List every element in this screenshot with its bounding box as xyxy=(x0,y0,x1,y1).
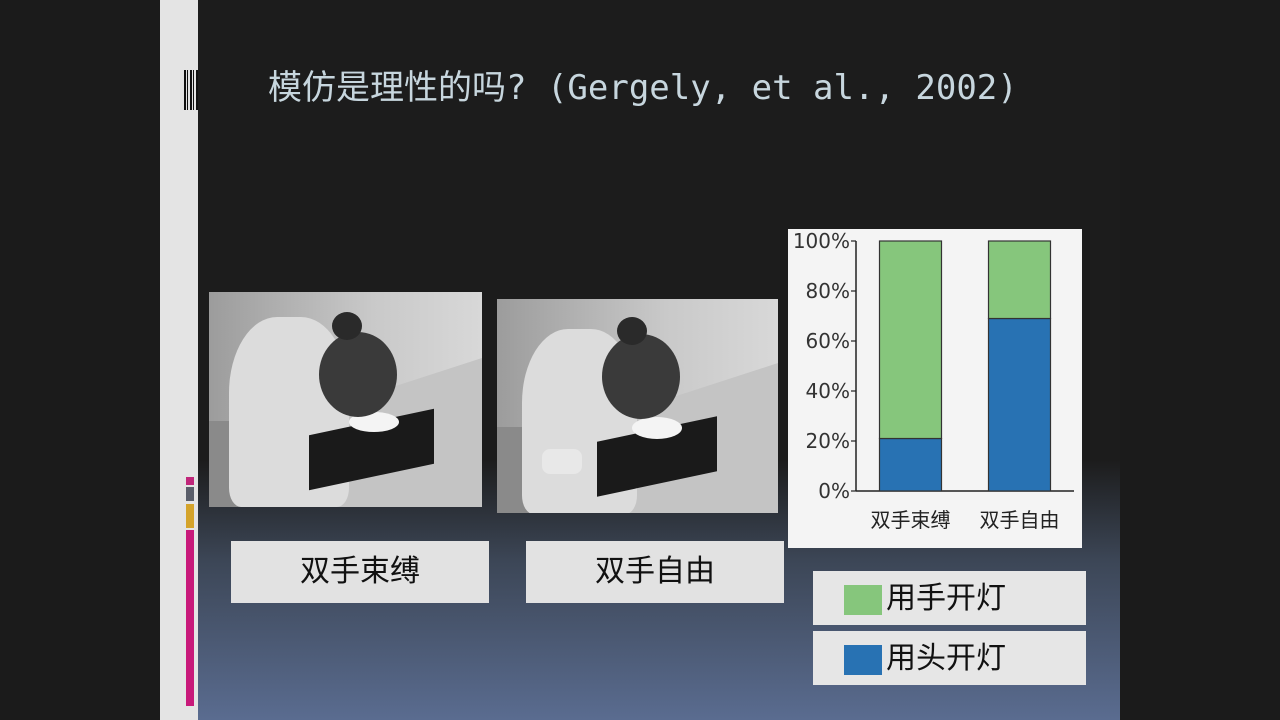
photo-hair-bun xyxy=(332,312,362,340)
legend-swatch xyxy=(844,645,882,675)
legend-swatch xyxy=(844,585,882,615)
outer-background-left xyxy=(0,0,160,720)
chart-svg: 0% 20% 40% 60% 80% 100% 双手束缚 双手自由 xyxy=(788,229,1082,548)
bar-segment xyxy=(880,241,942,439)
photo-lamp xyxy=(632,417,682,439)
y-tick-label: 40% xyxy=(806,379,850,403)
y-tick-label: 80% xyxy=(806,279,850,303)
accent-bar xyxy=(186,504,194,528)
accent-bar xyxy=(186,487,194,501)
barcode-decoration xyxy=(184,70,198,110)
legend-item: 用手开灯 xyxy=(813,571,1086,625)
photo-caption: 双手自由 xyxy=(526,541,784,603)
photo-caption: 双手束缚 xyxy=(231,541,489,603)
x-tick-label: 双手束缚 xyxy=(871,508,951,532)
y-tick-label: 60% xyxy=(806,329,850,353)
legend-label: 用头开灯 xyxy=(886,631,1006,687)
photo-hair-bun xyxy=(617,317,647,345)
bar-segment xyxy=(989,241,1051,319)
x-tick-label: 双手自由 xyxy=(980,508,1060,532)
photo-head xyxy=(319,332,397,417)
accent-bar xyxy=(186,530,194,706)
slide-title: 模仿是理性的吗? (Gergely, et al., 2002) xyxy=(268,60,1018,109)
outer-background-right xyxy=(1120,0,1280,720)
photo-hand xyxy=(542,449,582,474)
photo-hands-restrained xyxy=(209,292,482,507)
y-tick-label: 0% xyxy=(818,479,850,503)
bar-segment xyxy=(880,439,942,492)
photo-hands-free xyxy=(497,299,778,513)
legend-label: 用手开灯 xyxy=(886,571,1006,627)
bar-segment xyxy=(989,319,1051,492)
accent-bar xyxy=(186,477,194,485)
legend-item: 用头开灯 xyxy=(813,631,1086,685)
photo-head xyxy=(602,334,680,419)
stacked-bar-chart: 0% 20% 40% 60% 80% 100% 双手束缚 双手自由 xyxy=(788,229,1082,548)
y-tick-label: 20% xyxy=(806,429,850,453)
y-tick-label: 100% xyxy=(793,229,850,253)
